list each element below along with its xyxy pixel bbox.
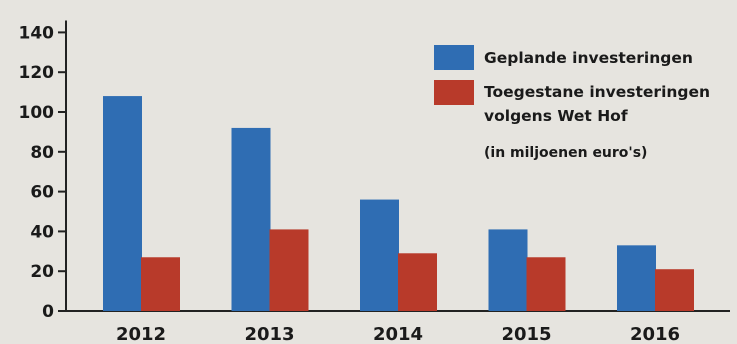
bar-geplande-2016 xyxy=(617,245,656,311)
bars xyxy=(103,96,694,311)
x-axis-labels: 2012 2013 2014 2015 2016 xyxy=(116,324,680,344)
y-tick-label: 100 xyxy=(19,103,55,123)
bar-toegestane-2014 xyxy=(398,253,437,311)
bar-geplande-2015 xyxy=(488,229,528,311)
x-tick-label: 2015 xyxy=(501,324,551,344)
legend-swatch-toegestane xyxy=(434,80,474,105)
y-tick-label: 140 xyxy=(19,23,55,43)
x-tick-label: 2016 xyxy=(630,324,680,344)
legend: Geplande investeringen Toegestane investe… xyxy=(434,45,710,161)
y-tick-label: 120 xyxy=(19,63,55,83)
legend-swatch-geplande xyxy=(434,45,474,70)
y-tick-label: 20 xyxy=(30,262,54,282)
bar-geplande-2012 xyxy=(103,96,142,311)
x-tick-label: 2014 xyxy=(373,324,423,344)
x-tick-label: 2013 xyxy=(244,324,294,344)
y-tick-label: 40 xyxy=(30,222,54,242)
legend-label-toegestane: Toegestane investeringen xyxy=(484,83,710,101)
bar-toegestane-2013 xyxy=(269,229,309,311)
y-tick-label: 0 xyxy=(42,302,54,322)
y-tick-label: 80 xyxy=(30,143,54,163)
unit-note: (in miljoenen euro's) xyxy=(484,145,647,161)
bar-toegestane-2012 xyxy=(141,257,180,311)
legend-label-toegestane-line2: volgens Wet Hof xyxy=(484,107,628,125)
bar-geplande-2013 xyxy=(231,127,271,311)
x-tick-label: 2012 xyxy=(116,324,166,344)
legend-label-geplande: Geplande investeringen xyxy=(484,49,693,67)
bar-toegestane-2016 xyxy=(655,269,694,311)
bar-toegestane-2015 xyxy=(526,257,566,311)
y-axis: 0 20 40 60 80 100 120 140 xyxy=(19,20,730,322)
y-tick-label: 60 xyxy=(30,183,54,203)
bar-geplande-2014 xyxy=(360,199,399,311)
